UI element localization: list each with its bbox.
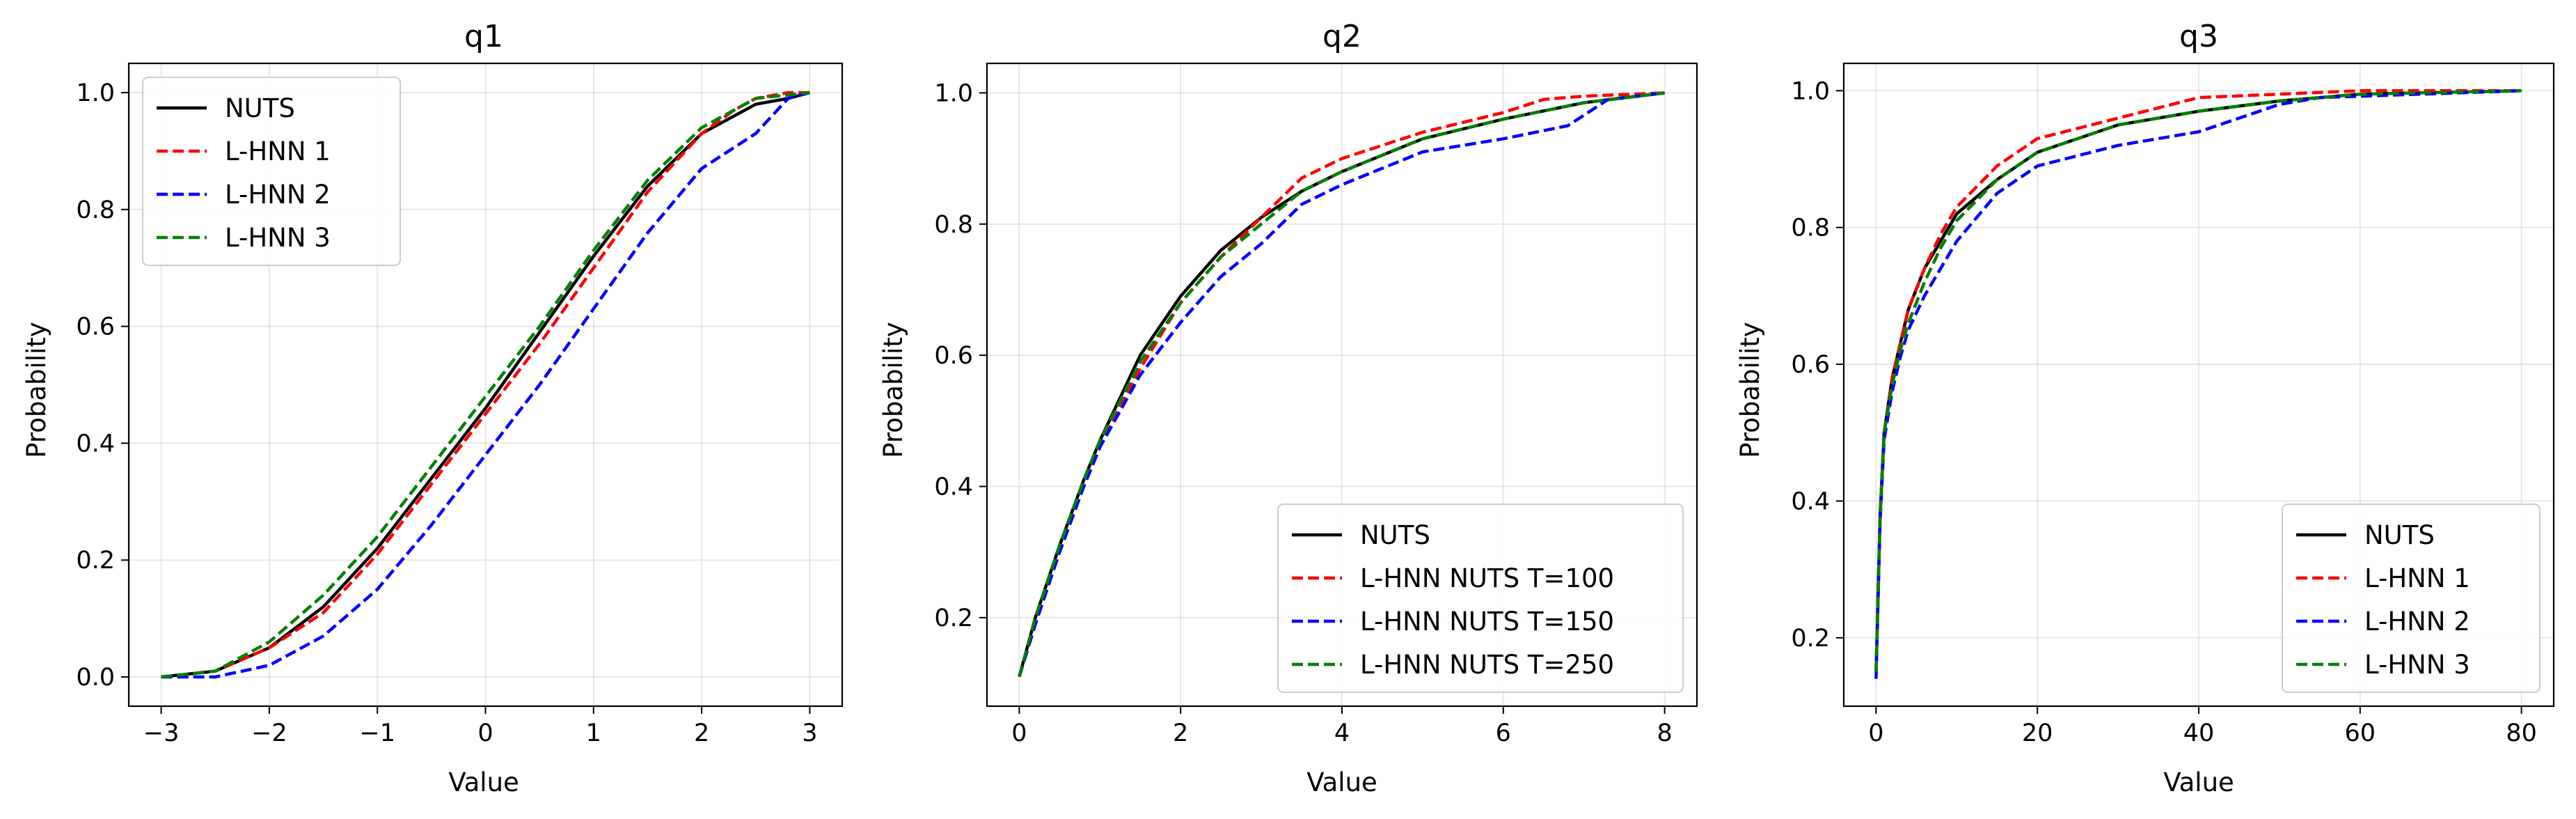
series-group: [1018, 91, 1665, 678]
legend-label: L-HNN NUTS T=250: [1360, 650, 1614, 680]
y-tick-label: 0.8: [1791, 214, 1830, 242]
y-tick-label: 1.0: [1791, 77, 1830, 105]
x-tick-label: 3: [802, 719, 817, 747]
y-axis-label: Probability: [878, 322, 908, 458]
y-tick-label: 0.6: [1791, 351, 1830, 379]
y-tick-label: 0.2: [1791, 625, 1830, 653]
legend-label: L-HNN 2: [225, 180, 331, 210]
series-line-l-hnn-nuts-t-250: [1018, 91, 1665, 678]
y-tick-label: 0.4: [1791, 488, 1830, 515]
y-axis-label: Probability: [22, 322, 52, 458]
series-line-l-hnn-3: [1874, 89, 2522, 672]
y-tick-label: 0.4: [76, 430, 115, 458]
legend-label: NUTS: [225, 93, 295, 123]
x-tick-label: −2: [251, 719, 287, 747]
legend-label: NUTS: [2364, 520, 2435, 550]
y-tick-label: 0.6: [934, 342, 973, 370]
x-tick-label: 6: [1496, 719, 1511, 747]
y-axis-label: Probability: [1735, 322, 1765, 458]
legend-label: L-HNN 3: [2364, 650, 2470, 680]
legend: NUTS L-HNN NUTS T=100 L-HNN NUTS T=150 L-HN…: [1277, 504, 1684, 693]
x-axis-label: Value: [448, 767, 519, 797]
legend: NUTS L-HNN 1 L-HNN 2 L-HNN 3: [2282, 504, 2541, 693]
legend-label: L-HNN 3: [225, 223, 331, 253]
y-tick-label: 1.0: [76, 79, 115, 107]
x-tick-label: 1: [586, 719, 601, 747]
legend-box: [142, 77, 401, 266]
subplot-title: q1: [464, 19, 503, 54]
legend-label: NUTS: [1360, 520, 1430, 550]
series-line-l-hnn-2: [1874, 89, 2522, 679]
x-tick-label: 2: [1173, 719, 1188, 747]
x-axis-label: Value: [1306, 767, 1377, 797]
legend: NUTS L-HNN 1 L-HNN 2 L-HNN 3: [142, 77, 401, 266]
y-tick-label: 0.8: [76, 196, 115, 224]
grid: [129, 63, 842, 706]
x-tick-label: 60: [2345, 719, 2376, 747]
series-line-nuts: [161, 91, 810, 679]
series-line-l-hnn-3: [161, 91, 810, 679]
x-tick-label: 0: [1011, 719, 1027, 747]
series-line-l-hnn-2: [161, 91, 810, 679]
legend-label: L-HNN NUTS T=150: [1360, 607, 1614, 637]
y-tick-label: 0.2: [934, 604, 973, 632]
legend-label: L-HNN 1: [225, 136, 331, 166]
x-axis-label: Value: [2163, 767, 2234, 797]
x-tick-label: 20: [2022, 719, 2053, 747]
subplot-q1: q1 Value Probability −3 −2 −1 0 1 2 3 0.0 0.2 0.4…: [22, 19, 844, 797]
x-tick-label: 2: [694, 719, 709, 747]
x-tick-label: −3: [143, 719, 180, 747]
y-tick-label: 1.0: [934, 79, 973, 107]
series-line-l-hnn-nuts-t-150: [1018, 91, 1665, 678]
y-tick-label: 0.6: [76, 313, 115, 341]
legend-box: [2282, 504, 2541, 693]
y-tick-label: 0.0: [76, 664, 115, 692]
x-tick-label: 80: [2506, 719, 2537, 747]
x-tick-label: −1: [359, 719, 395, 747]
legend-label: L-HNN 1: [2364, 563, 2470, 593]
series-group: [161, 91, 810, 679]
x-tick-label: 0: [477, 719, 493, 747]
subplot-q2: q2 Value Probability 0 2 4 6 8 0.2 0.4 0.6 0.8 1.…: [878, 19, 1698, 797]
series-group: [1874, 89, 2522, 679]
legend-label: L-HNN NUTS T=100: [1360, 563, 1614, 593]
y-tick-label: 0.8: [934, 211, 973, 239]
legend-box: [1277, 504, 1684, 693]
x-tick-label: 40: [2183, 719, 2215, 747]
subplot-title: q3: [2179, 19, 2218, 54]
y-tick-label: 0.2: [76, 547, 115, 575]
legend-label: L-HNN 2: [2364, 607, 2470, 637]
x-tick-label: 8: [1657, 719, 1672, 747]
x-tick-label: 4: [1334, 719, 1350, 747]
y-tick-label: 0.4: [934, 473, 973, 501]
subplot-q3: q3 Value Probability 0 20 40 60 80 0.2 0.4 0.6 0…: [1735, 19, 2555, 797]
x-tick-label: 0: [1868, 719, 1883, 747]
subplot-title: q2: [1322, 19, 1361, 54]
series-line-l-hnn-1: [161, 91, 810, 679]
